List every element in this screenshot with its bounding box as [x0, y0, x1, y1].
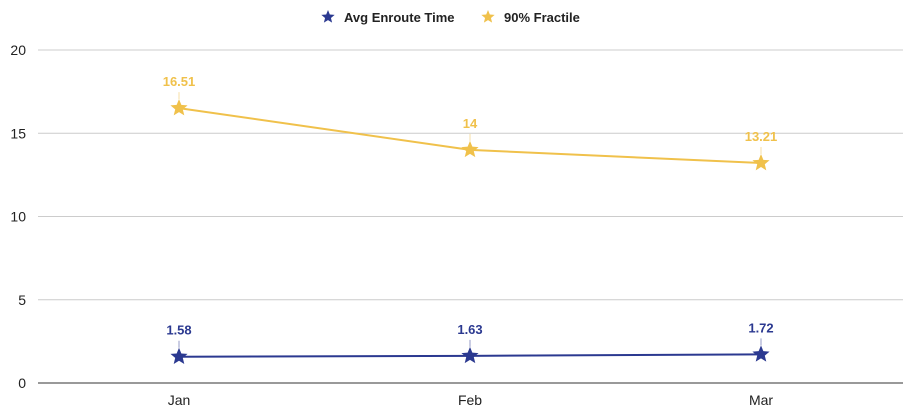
legend-label: Avg Enroute Time: [344, 10, 455, 25]
x-tick-label: Feb: [458, 392, 482, 406]
legend-label: 90% Fractile: [504, 10, 580, 25]
legend-star-icon: [481, 10, 495, 23]
series-avg-enroute-time: 1.58 1.63 1.72: [166, 320, 774, 364]
data-label: 13.21: [745, 129, 778, 144]
data-label: 14: [463, 116, 478, 131]
series-group: 1.58 1.63 1.72 16.51 14 13.21: [163, 74, 778, 364]
y-tick-label: 5: [18, 292, 26, 308]
y-axis: 0 5 10 15 20: [10, 42, 26, 391]
data-label: 1.63: [457, 322, 482, 337]
series-90-fractile: 16.51 14 13.21: [163, 74, 778, 171]
x-tick-label: Mar: [749, 392, 773, 406]
data-point-star: [170, 99, 188, 116]
y-tick-label: 20: [10, 42, 26, 58]
y-tick-label: 0: [18, 375, 26, 391]
legend: Avg Enroute Time 90% Fractile: [321, 10, 580, 25]
data-point-star: [170, 347, 188, 364]
y-tick-label: 15: [10, 125, 26, 141]
grid-lines: [38, 49, 903, 301]
x-axis: Jan Feb Mar: [38, 382, 903, 406]
data-point-star: [752, 345, 770, 362]
data-label: 16.51: [163, 74, 196, 89]
data-point-star: [752, 154, 770, 171]
data-point-star: [461, 140, 479, 158]
data-point-star: [461, 346, 479, 364]
data-label: 1.58: [166, 323, 191, 338]
data-label: 1.72: [748, 320, 773, 335]
legend-star-icon: [321, 10, 335, 23]
y-tick-label: 10: [10, 209, 26, 225]
x-tick-label: Jan: [168, 392, 191, 406]
